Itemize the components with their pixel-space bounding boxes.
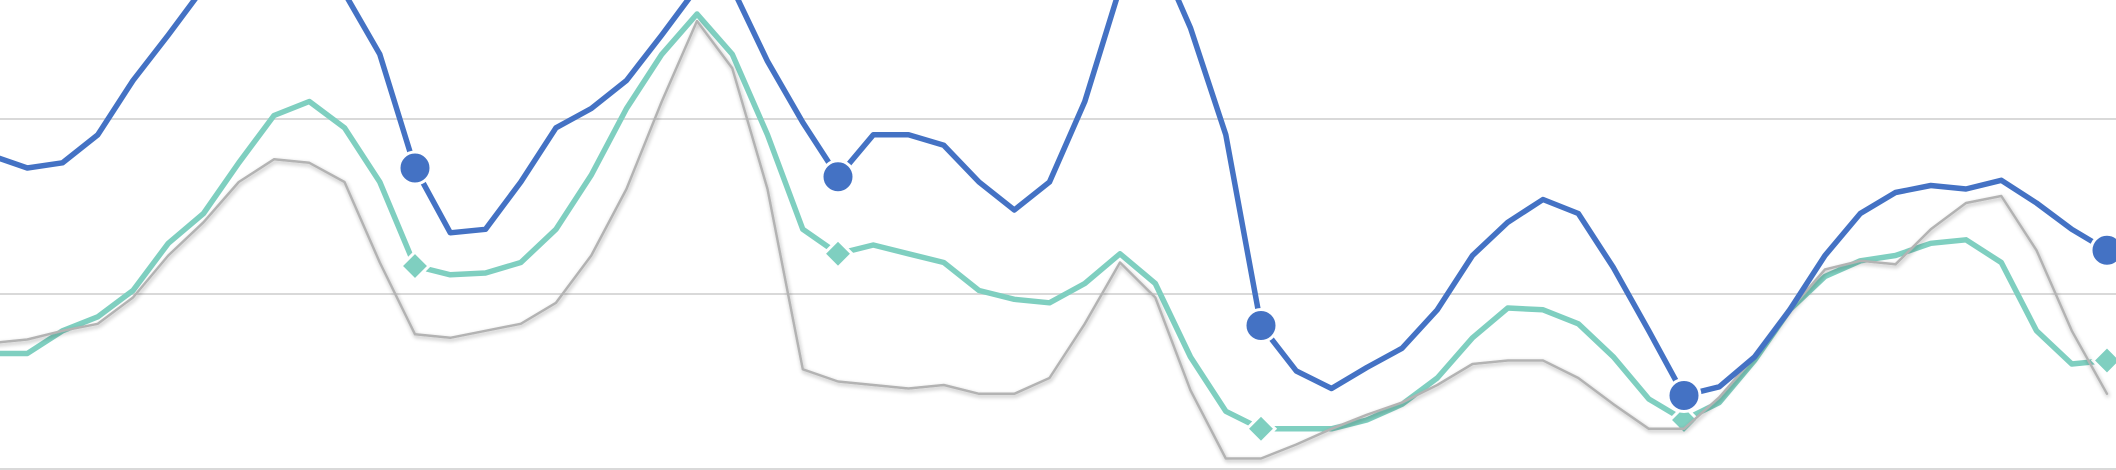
marker <box>821 237 855 270</box>
marker <box>2090 344 2116 377</box>
line <box>0 11 2110 432</box>
marker <box>1244 412 1278 445</box>
series <box>0 0 2116 413</box>
line <box>0 19 2109 460</box>
marker <box>1666 378 1702 413</box>
marker <box>2089 232 2116 268</box>
marker <box>398 249 432 283</box>
line <box>0 0 2110 399</box>
marker <box>397 150 433 186</box>
marker <box>820 159 856 195</box>
marker <box>1667 403 1701 437</box>
series <box>0 19 2109 460</box>
marker <box>1243 308 1279 343</box>
series <box>0 11 2116 445</box>
